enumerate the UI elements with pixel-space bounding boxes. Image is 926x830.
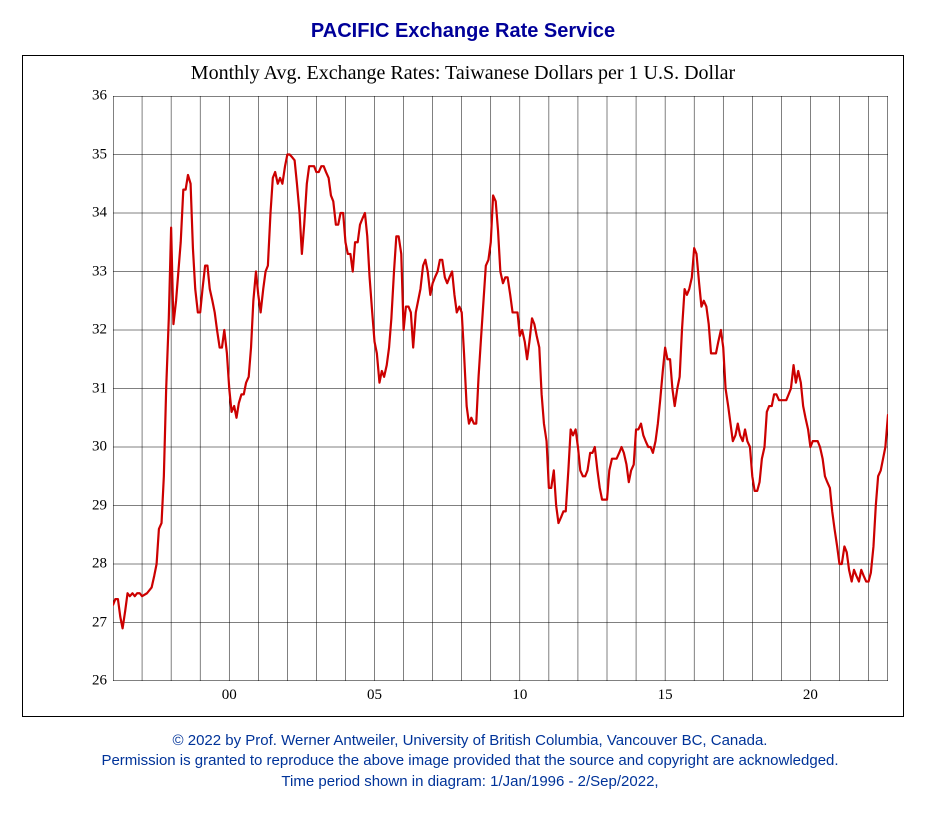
x-tick-label: 05: [367, 687, 382, 704]
y-tick-label: 27: [85, 614, 107, 631]
x-tick-label: 15: [658, 687, 673, 704]
x-tick-label: 20: [803, 687, 818, 704]
x-tick-label: 10: [512, 687, 527, 704]
y-tick-label: 29: [85, 497, 107, 514]
y-tick-label: 30: [85, 439, 107, 456]
chart-frame: Monthly Avg. Exchange Rates: Taiwanese D…: [22, 55, 904, 717]
y-tick-label: 26: [85, 673, 107, 690]
y-tick-label: 35: [85, 146, 107, 163]
page-title: PACIFIC Exchange Rate Service: [20, 20, 906, 43]
plot-area: [113, 96, 888, 681]
footer-copyright: © 2022 by Prof. Werner Antweiler, Univer…: [20, 731, 920, 751]
chart-title: Monthly Avg. Exchange Rates: Taiwanese D…: [23, 62, 903, 85]
x-tick-label: 00: [222, 687, 237, 704]
y-tick-label: 31: [85, 380, 107, 397]
y-tick-label: 33: [85, 263, 107, 280]
footer-permission: Permission is granted to reproduce the a…: [20, 751, 920, 771]
y-tick-label: 36: [85, 88, 107, 105]
y-tick-label: 34: [85, 205, 107, 222]
footer: © 2022 by Prof. Werner Antweiler, Univer…: [20, 731, 920, 792]
y-tick-label: 28: [85, 556, 107, 573]
footer-period: Time period shown in diagram: 1/Jan/1996…: [20, 772, 920, 792]
y-tick-label: 32: [85, 322, 107, 339]
